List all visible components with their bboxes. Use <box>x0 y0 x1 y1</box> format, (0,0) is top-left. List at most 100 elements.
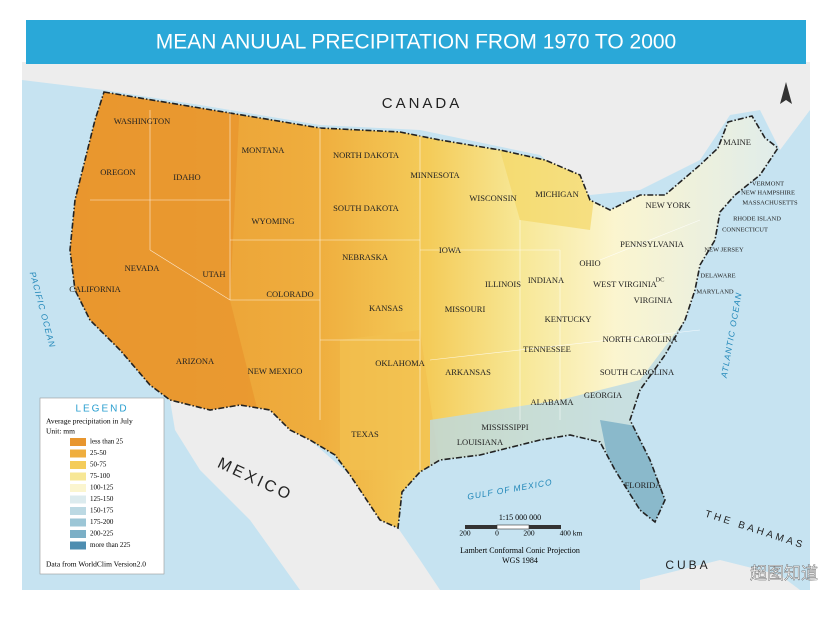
scale-seg <box>529 525 561 529</box>
state-label: OHIO <box>579 258 600 268</box>
legend-label: 75-100 <box>90 472 110 480</box>
state-label: MARYLAND <box>696 288 734 295</box>
state-label: KANSAS <box>369 303 403 313</box>
scale-tick: 200 <box>523 529 535 538</box>
legend-label: 200-225 <box>90 530 114 538</box>
mexico-land <box>170 400 440 590</box>
legend-label: 100-125 <box>90 484 114 492</box>
legend-label: 125-150 <box>90 495 114 503</box>
state-label: INDIANA <box>528 275 565 285</box>
legend-swatch <box>70 541 86 550</box>
legend-label: 150-175 <box>90 507 114 515</box>
state-label: NEBRASKA <box>342 252 389 262</box>
state-label: ARIZONA <box>176 356 215 366</box>
state-label: MONTANA <box>242 145 286 155</box>
state-label: RHODE ISLAND <box>733 215 781 222</box>
legend-label: less than 25 <box>90 438 124 446</box>
state-label: WEST VIRGINIA <box>593 279 658 289</box>
state-label: OKLAHOMA <box>375 358 425 368</box>
state-label: MISSISSIPPI <box>481 422 528 432</box>
projection: Lambert Conformal Conic Projection <box>460 546 580 555</box>
legend-swatch <box>70 449 86 458</box>
precip-texas <box>340 330 440 470</box>
state-label: OREGON <box>100 167 135 177</box>
state-label: MINNESOTA <box>410 170 460 180</box>
north-arrow <box>780 82 792 104</box>
state-label: GEORGIA <box>584 390 623 400</box>
state-label: PENNSYLVANIA <box>620 239 685 249</box>
state-label: ALABAMA <box>531 397 575 407</box>
legend: LEGEND Average precipitation in July Uni… <box>39 397 165 575</box>
state-label: NEW HAMPSHIRE <box>741 189 795 196</box>
legend-swatch <box>70 495 86 504</box>
legend-label: more than 225 <box>90 541 131 549</box>
state-label: ILLINOIS <box>485 279 521 289</box>
scale-tick: 400 km <box>560 529 583 538</box>
legend-swatch <box>70 507 86 515</box>
state-label: COLORADO <box>266 289 313 299</box>
legend-swatch <box>70 438 86 446</box>
scale-ratio: 1:15 000 000 <box>499 513 541 522</box>
state-label: KENTUCKY <box>545 314 592 324</box>
north-arrow-shape <box>780 82 792 104</box>
state-label: MAINE <box>723 137 751 147</box>
state-label: VERMONT <box>752 180 784 187</box>
state-label: SOUTH CAROLINA <box>600 367 675 377</box>
state-label: ARKANSAS <box>445 367 491 377</box>
country-label: CANADA <box>382 95 463 112</box>
legend-source: Data from WorldClim Version2.0 <box>46 560 146 569</box>
state-label: MICHIGAN <box>535 189 578 199</box>
state-label: NORTH CAROLINA <box>603 334 679 344</box>
state-label: MISSOURI <box>445 304 486 314</box>
state-label: DC <box>655 276 664 283</box>
state-label: NEW MEXICO <box>248 366 303 376</box>
state-label: WASHINGTON <box>114 116 171 126</box>
precip-dry <box>70 92 260 420</box>
state-label: WISCONSIN <box>469 193 516 203</box>
state-label: CONNECTICUT <box>722 226 768 233</box>
legend-swatch <box>70 530 86 538</box>
state-label: FLORIDA <box>625 480 663 490</box>
state-label: NEW JERSEY <box>704 246 744 253</box>
state-label: DELAWARE <box>700 272 735 279</box>
legend-title: LEGEND <box>75 404 128 415</box>
legend-subtitle: Average precipitation in July <box>46 417 133 426</box>
state-label: NORTH DAKOTA <box>333 150 400 160</box>
country-label: CUBA <box>665 558 710 572</box>
state-label: MASSACHUSETTS <box>742 199 798 206</box>
legend-box <box>39 397 165 575</box>
state-label: TEXAS <box>351 429 379 439</box>
state-label: CALIFORNIA <box>69 284 121 294</box>
legend-label: 50-75 <box>90 461 107 469</box>
legend-swatch <box>70 461 86 469</box>
title-bar <box>26 20 806 64</box>
state-lines <box>90 110 701 470</box>
state-label: WYOMING <box>252 216 295 226</box>
legend-swatch <box>70 472 86 481</box>
scale-tick: 200 <box>459 529 471 538</box>
state-label: IOWA <box>439 245 462 255</box>
title: MEAN ANUUAL PRECIPITATION FROM 1970 TO 2… <box>156 31 677 54</box>
watermark: 超图知道 <box>750 564 818 584</box>
state-label: NEW YORK <box>645 200 691 210</box>
state-boundaries <box>90 110 701 470</box>
datum: WGS 1984 <box>502 556 538 565</box>
legend-swatch <box>70 484 86 492</box>
state-label: LOUISIANA <box>457 437 504 447</box>
legend-label: 175-200 <box>90 518 114 526</box>
state-label: TENNESSEE <box>523 344 571 354</box>
state-label: UTAH <box>203 269 226 279</box>
legend-label: 25-50 <box>90 449 107 457</box>
scale-tick: 0 <box>495 529 499 538</box>
state-label: VIRGINIA <box>634 295 674 305</box>
state-label: IDAHO <box>173 172 200 182</box>
state-label: NEVADA <box>125 263 161 273</box>
scale-seg <box>465 525 497 529</box>
legend-unit: Unit: mm <box>46 427 75 436</box>
legend-swatch <box>70 518 86 527</box>
scale-bar: 1:15 000 000 Lambert Conformal Conic Pro… <box>459 513 582 565</box>
canada-land <box>22 62 810 195</box>
cuba-land <box>640 560 800 590</box>
